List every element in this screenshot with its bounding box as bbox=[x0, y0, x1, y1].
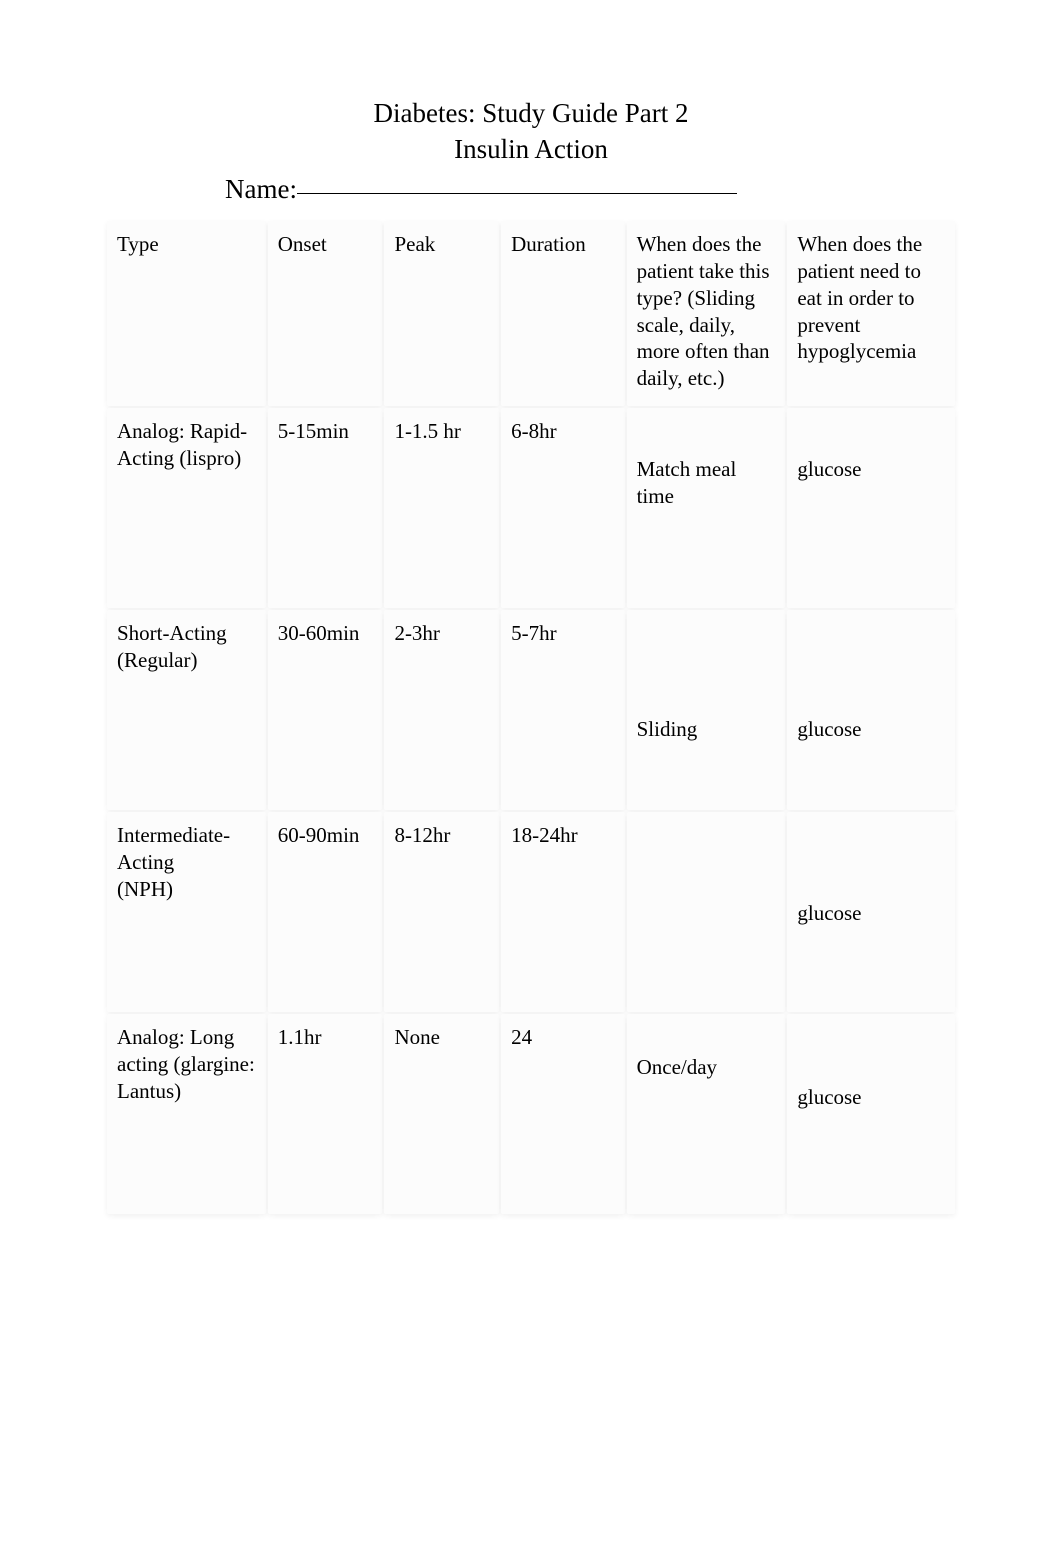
cell-duration: 6-8hr bbox=[501, 408, 624, 608]
cell-peak: None bbox=[384, 1014, 499, 1214]
name-underline bbox=[297, 193, 737, 194]
header-duration: Duration bbox=[501, 221, 624, 406]
cell-when-eat: glucose bbox=[787, 610, 955, 810]
cell-when-eat-text: glucose bbox=[797, 456, 947, 483]
cell-when-eat: glucose bbox=[787, 1014, 955, 1214]
cell-when-eat-text: glucose bbox=[797, 900, 947, 927]
header-peak: Peak bbox=[384, 221, 499, 406]
name-row: Name: bbox=[225, 174, 957, 205]
cell-when-eat: glucose bbox=[787, 812, 955, 1012]
cell-onset: 60-90min bbox=[268, 812, 383, 1012]
document-title-block: Diabetes: Study Guide Part 2 Insulin Act… bbox=[105, 95, 957, 168]
title-line-2: Insulin Action bbox=[105, 131, 957, 167]
cell-type: Intermediate-Acting (NPH) bbox=[107, 812, 266, 1012]
cell-type: Analog: Rapid-Acting (lispro) bbox=[107, 408, 266, 608]
cell-when-eat-text: glucose bbox=[797, 716, 947, 743]
cell-when-take: Once/day bbox=[627, 1014, 786, 1214]
cell-when-eat-text: glucose bbox=[797, 1084, 947, 1111]
cell-peak: 1-1.5 hr bbox=[384, 408, 499, 608]
insulin-action-table: Type Onset Peak Duration When does the p… bbox=[105, 219, 957, 1216]
cell-when-take: Sliding bbox=[627, 610, 786, 810]
cell-onset: 1.1hr bbox=[268, 1014, 383, 1214]
cell-peak: 2-3hr bbox=[384, 610, 499, 810]
cell-onset: 30-60min bbox=[268, 610, 383, 810]
cell-duration: 5-7hr bbox=[501, 610, 624, 810]
cell-duration: 18-24hr bbox=[501, 812, 624, 1012]
table-row: Analog: Rapid-Acting (lispro) 5-15min 1-… bbox=[107, 408, 955, 608]
header-when-take: When does the patient take this type? (S… bbox=[627, 221, 786, 406]
cell-type: Short-Acting (Regular) bbox=[107, 610, 266, 810]
name-label: Name: bbox=[225, 174, 297, 204]
cell-when-eat: glucose bbox=[787, 408, 955, 608]
title-line-1: Diabetes: Study Guide Part 2 bbox=[105, 95, 957, 131]
cell-type: Analog: Long acting (glargine: Lantus) bbox=[107, 1014, 266, 1214]
header-when-eat: When does the patient need to eat in ord… bbox=[787, 221, 955, 406]
cell-onset: 5-15min bbox=[268, 408, 383, 608]
table-row: Intermediate-Acting (NPH) 60-90min 8-12h… bbox=[107, 812, 955, 1012]
header-onset: Onset bbox=[268, 221, 383, 406]
table-row: Analog: Long acting (glargine: Lantus) 1… bbox=[107, 1014, 955, 1214]
table-header-row: Type Onset Peak Duration When does the p… bbox=[107, 221, 955, 406]
cell-when-take: Match meal time bbox=[627, 408, 786, 608]
cell-when-take bbox=[627, 812, 786, 1012]
table-row: Short-Acting (Regular) 30-60min 2-3hr 5-… bbox=[107, 610, 955, 810]
cell-when-take-text: Match meal time bbox=[637, 456, 778, 510]
cell-peak: 8-12hr bbox=[384, 812, 499, 1012]
cell-when-take-text: Sliding bbox=[637, 716, 778, 743]
cell-when-take-text: Once/day bbox=[637, 1054, 778, 1081]
header-type: Type bbox=[107, 221, 266, 406]
cell-duration: 24 bbox=[501, 1014, 624, 1214]
